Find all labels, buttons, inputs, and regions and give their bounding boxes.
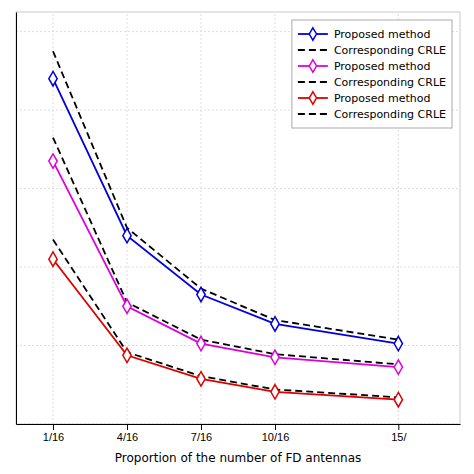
- series-marker: [197, 287, 205, 301]
- x-tick-mark: [275, 424, 276, 430]
- legend-box: [292, 20, 452, 128]
- x-tick: 1/16: [43, 424, 64, 443]
- grid-line: [16, 267, 460, 268]
- series-marker: [394, 392, 402, 406]
- x-tick-label: 10/16: [262, 431, 290, 443]
- x-tick-mark: [398, 424, 399, 430]
- series-marker: [49, 252, 57, 266]
- x-tick-mark: [53, 424, 54, 430]
- legend-swatch-marker: [309, 92, 316, 104]
- series-marker: [123, 348, 131, 362]
- series-marker: [123, 299, 131, 313]
- series-marker: [197, 336, 205, 350]
- x-tick-label: 1/16: [43, 431, 64, 443]
- x-tick: 15/: [391, 424, 407, 443]
- legend-swatch: [298, 81, 328, 83]
- legend-label: Corresponding CRLE: [334, 76, 446, 89]
- grid-line: [16, 188, 460, 189]
- grid-line: [201, 12, 202, 424]
- legend-swatch-marker: [309, 28, 316, 40]
- plot-frame: [16, 12, 460, 424]
- legend-label: Proposed method: [334, 92, 431, 105]
- legend-label: Proposed method: [334, 60, 431, 73]
- x-tick-mark: [127, 424, 128, 430]
- x-tick-mark: [201, 424, 202, 430]
- x-tick-label: 4/16: [117, 431, 138, 443]
- chart: 1/16 4/16 7/16 10/16 15/Proportion of the nu…: [0, 0, 474, 474]
- series-marker: [271, 317, 279, 331]
- x-tick: 10/16: [262, 424, 290, 443]
- x-axis-title: Proportion of the number of FD antennas: [115, 451, 361, 465]
- series-line: [53, 259, 398, 399]
- grid: [16, 12, 460, 424]
- series-line: [53, 138, 398, 365]
- legend-label: Corresponding CRLE: [334, 108, 446, 121]
- series-marker: [271, 350, 279, 364]
- series-marker: [394, 336, 402, 350]
- series-marker: [49, 71, 57, 85]
- x-tick: 7/16: [191, 424, 212, 443]
- series-marker: [197, 372, 205, 386]
- legend-swatch: [298, 113, 328, 115]
- y-axis-line: [16, 13, 17, 425]
- series-marker: [271, 385, 279, 399]
- series-line: [53, 161, 398, 367]
- y-axis: [16, 13, 17, 425]
- x-tick-label: 15/: [391, 431, 407, 443]
- legend: Proposed method Corresponding CRLE Propose…: [292, 20, 452, 128]
- legend-label: Corresponding CRLE: [334, 44, 446, 57]
- series-marker: [49, 154, 57, 168]
- x-tick-label: 7/16: [191, 431, 212, 443]
- legend-swatch-marker: [309, 60, 316, 72]
- legend-swatch: [298, 49, 328, 51]
- legend-label: Proposed method: [334, 28, 431, 41]
- series-marker: [123, 228, 131, 242]
- x-tick: 4/16: [117, 424, 138, 443]
- series-marker: [394, 360, 402, 374]
- x-axis: 1/16 4/16 7/16 10/16 15/: [17, 424, 461, 443]
- grid-line: [16, 345, 460, 346]
- x-axis-line: [17, 424, 461, 425]
